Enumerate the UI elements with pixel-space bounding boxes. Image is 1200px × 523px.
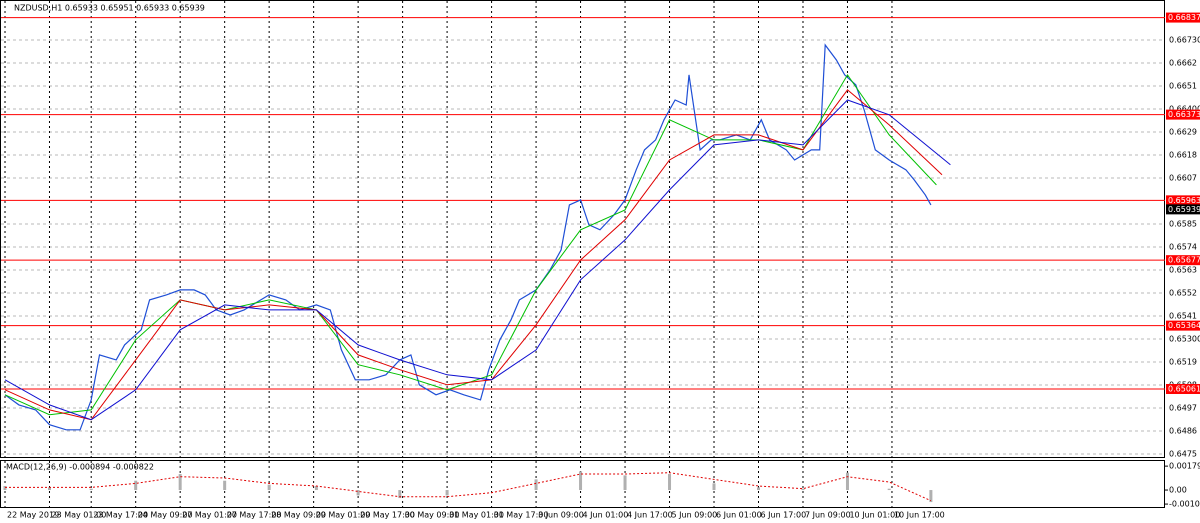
- macd-panel: [0, 460, 1165, 508]
- y-tick-label: 0.00: [1169, 486, 1187, 495]
- x-tick-label: 23 May 01:00: [51, 511, 106, 520]
- x-tick-label: 29 May 17:00: [360, 511, 415, 520]
- x-tick-label: 27 May 17:00: [227, 511, 282, 520]
- x-tick-label: 10 Jun 17:00: [894, 511, 945, 520]
- x-tick-label: 6 Jun 01:00: [716, 511, 762, 520]
- last-price-tag: [1166, 204, 1200, 215]
- level-tag: [1166, 383, 1200, 394]
- macd-title: MACD(12,26,9) -0.000894 -0.000822: [6, 463, 154, 472]
- y-tick-label: 0.6574: [1169, 242, 1197, 251]
- x-tick-label: 27 May 01:00: [182, 511, 237, 520]
- x-tick-label: 4 Jun 01:00: [583, 511, 629, 520]
- y-tick-label: 0.66400: [1169, 104, 1200, 113]
- y-tick-label: 0.6552: [1169, 288, 1197, 297]
- x-tick-label: 10 Jun 01:00: [849, 511, 900, 520]
- x-tick-label: 29 May 01:00: [316, 511, 371, 520]
- y-tick-label: -0.001051: [1169, 500, 1200, 509]
- level-label: 0.65677: [1168, 256, 1200, 265]
- y-tick-label: 0.6585: [1169, 219, 1197, 228]
- level-tag: [1166, 195, 1200, 206]
- last-price-label: 0.65939: [1168, 205, 1200, 214]
- x-tick-label: 4 Jun 17:00: [627, 511, 673, 520]
- y-tick-label: 0.6662: [1169, 58, 1197, 67]
- level-tag: [1166, 320, 1200, 331]
- y-tick-label: 0.6607: [1169, 173, 1197, 182]
- level-label: 0.66837: [1168, 13, 1200, 22]
- y-tick-label: 0.6519: [1169, 358, 1197, 367]
- chart-title: NZDUSD,H1 0.65933 0.65951 0.65933 0.6593…: [14, 4, 205, 13]
- y-tick-label: 0.6475: [1169, 450, 1197, 459]
- y-tick-label: 0.6618: [1169, 150, 1197, 159]
- signal-line: [5, 472, 932, 502]
- x-tick-label: 5 Jun 09:00: [672, 511, 718, 520]
- level-label: 0.65364: [1168, 321, 1200, 330]
- y-tick-label: 0.6651: [1169, 81, 1197, 90]
- x-tick-label: 3 Jun 09:00: [538, 511, 584, 520]
- y-tick-label: 0.6486: [1169, 427, 1197, 436]
- x-tick-label: 31 May 01:00: [449, 511, 504, 520]
- x-tick-label: 24 May 09:00: [138, 511, 193, 520]
- x-tick-label: 28 May 09:00: [271, 511, 326, 520]
- price-line: [4, 99, 951, 421]
- level-tag: [1166, 12, 1200, 23]
- x-tick-label: 30 May 09:00: [405, 511, 460, 520]
- y-tick-label: 0.6541: [1169, 311, 1197, 320]
- y-tick-label: 0.65300: [1169, 335, 1200, 344]
- y-tick-label: 0.6629: [1169, 127, 1197, 136]
- x-tick-label: 7 Jun 09:00: [805, 511, 851, 520]
- level-label: 0.66373: [1168, 110, 1200, 119]
- y-tick-label: 0.6563: [1169, 265, 1197, 274]
- x-tick-label: 6 Jun 17:00: [761, 511, 807, 520]
- x-tick-label: 23 May 17:00: [93, 511, 148, 520]
- price-line: [4, 43, 932, 431]
- y-tick-label: 0.001791: [1169, 462, 1200, 471]
- level-tag: [1166, 109, 1200, 120]
- y-tick-label: 0.66730: [1169, 35, 1200, 44]
- level-tag: [1166, 255, 1200, 266]
- level-label: 0.65963: [1168, 196, 1200, 205]
- y-tick-label: 0.6497: [1169, 404, 1197, 413]
- x-tick-label: 31 May 17:00: [494, 511, 549, 520]
- x-tick-label: 22 May 2019: [7, 511, 59, 520]
- level-label: 0.65061: [1168, 384, 1200, 393]
